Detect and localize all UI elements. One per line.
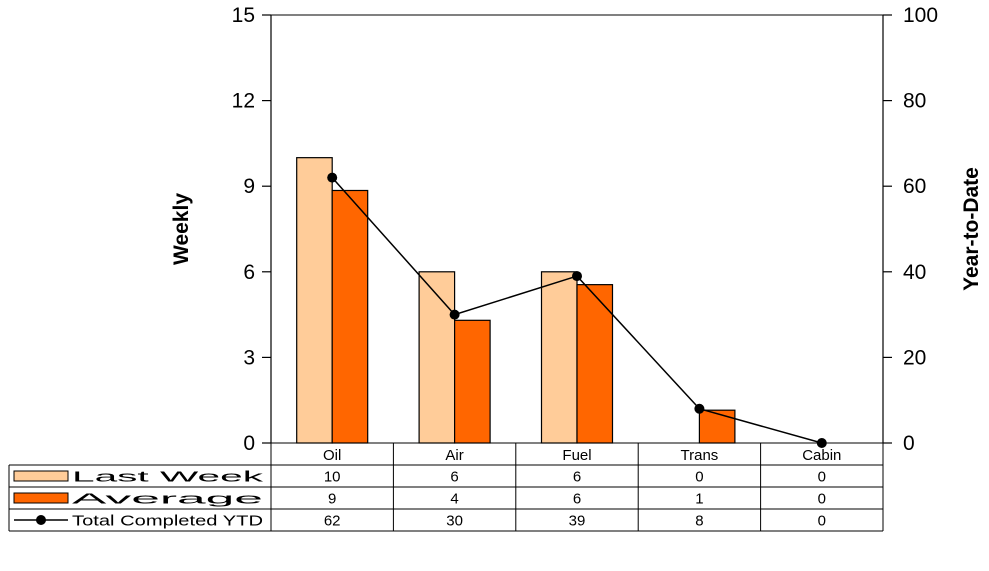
- category-label: Trans: [681, 447, 719, 464]
- table-cell: 1: [695, 491, 703, 508]
- left-tick-label: 15: [232, 4, 255, 27]
- category-label: Air: [445, 447, 463, 464]
- line-point: [572, 271, 582, 282]
- axes-layer: 0 3 6 9 12 15 0 20 40 60 80 100 Weekly Year-to-Date: [170, 4, 983, 455]
- right-tick-label: 100: [903, 4, 938, 27]
- left-tick-label: 6: [243, 261, 255, 284]
- ytd-line-layer: [327, 172, 827, 448]
- table-cell: 0: [695, 469, 703, 486]
- table-cell: 6: [450, 469, 458, 486]
- table-cell: 39: [569, 513, 586, 530]
- left-tick-label: 3: [243, 346, 255, 369]
- line-point: [327, 172, 338, 183]
- bar: [698, 409, 736, 444]
- table-cell: 0: [818, 513, 826, 530]
- right-tick-label: 40: [903, 261, 926, 284]
- left-tick-label: 12: [232, 90, 255, 113]
- category-label: Fuel: [562, 447, 591, 464]
- table-cell: 9: [328, 491, 336, 508]
- table-cell: 0: [818, 491, 826, 508]
- right-tick-label: 80: [903, 90, 926, 113]
- table-cell: 10: [324, 469, 341, 486]
- table-cell: 6: [573, 491, 581, 508]
- category-label: Cabin: [802, 447, 841, 464]
- line-point: [694, 403, 705, 414]
- bar: [331, 189, 369, 444]
- table-cell: 62: [324, 513, 341, 530]
- legend-swatch: [13, 492, 69, 504]
- line-point: [449, 309, 460, 320]
- left-tick-label: 0: [243, 432, 255, 455]
- bar: [576, 284, 614, 444]
- bar: [296, 157, 333, 444]
- legend-swatch: [13, 470, 69, 482]
- legend-label: Total Completed YTD: [72, 513, 263, 530]
- table-cell: 0: [818, 469, 826, 486]
- left-tick-label: 9: [243, 175, 255, 198]
- table-cell: 8: [695, 513, 703, 530]
- table-cell: 6: [573, 469, 581, 486]
- bar-layer: [296, 157, 736, 444]
- right-tick-label: 20: [903, 346, 926, 369]
- bar: [540, 271, 578, 444]
- right-tick-label: 60: [903, 175, 926, 198]
- bar: [418, 271, 456, 444]
- bar: [454, 319, 491, 444]
- legend-label: Last Week: [72, 469, 264, 486]
- table-cell: 4: [450, 491, 458, 508]
- left-axis-title: Weekly: [170, 193, 193, 265]
- right-tick-label: 0: [903, 432, 915, 455]
- table-cell: 30: [446, 513, 463, 530]
- legend-marker: [36, 515, 46, 525]
- right-axis-title: Year-to-Date: [960, 167, 983, 291]
- legend-label: Average: [72, 491, 263, 508]
- category-label: Oil: [323, 447, 341, 464]
